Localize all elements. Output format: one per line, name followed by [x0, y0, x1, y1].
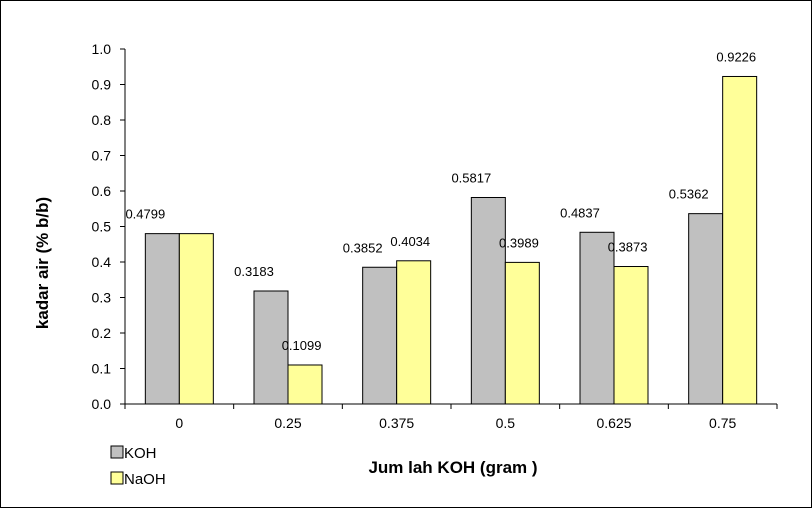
data-label: 0.5817	[451, 170, 491, 185]
y-ticks: 0.0 0.1 0.2 0.3 0.4 0.5 0.6 0.7 0.8 0.9 1.0	[92, 41, 125, 412]
axes-layer	[124, 49, 777, 405]
x-tick-label: 0.375	[379, 415, 414, 431]
y-tick-label: 0.3	[92, 290, 112, 306]
bar-koh	[579, 231, 615, 405]
legend-label-naoh: NaOH	[124, 471, 166, 488]
y-axis-title: kadar air (% b/b)	[33, 197, 52, 329]
data-label: 0.4837	[560, 205, 600, 220]
bar-naoh	[504, 261, 540, 405]
bar-naoh	[287, 364, 323, 405]
x-tick-label: 0.625	[596, 415, 631, 431]
y-tick-label: 0.6	[92, 183, 112, 199]
y-tick-label: 0.8	[92, 112, 112, 128]
bar-koh	[470, 196, 506, 405]
data-label: 0.3183	[234, 264, 274, 279]
x-tick-label: 0	[175, 415, 183, 431]
bar-naoh	[178, 233, 214, 405]
data-label: 0.5362	[669, 187, 709, 202]
legend-label-koh: KOH	[124, 445, 157, 462]
y-tick-label: 0.4	[92, 254, 112, 270]
bar-naoh	[722, 75, 758, 405]
x-ticks: 0 0.25 0.375 0.5 0.625 0.75	[124, 404, 778, 431]
data-label: 0.3873	[608, 240, 648, 255]
data-labels: 0.4799 0.3183 0.1099 0.3852 0.4034 0.5817 0.39…	[125, 49, 756, 353]
x-tick-label: 0.75	[709, 415, 736, 431]
x-tick-label: 0.25	[274, 415, 301, 431]
bar-koh	[144, 233, 180, 405]
x-tick-label: 0.5	[496, 415, 516, 431]
x-axis-title: Jum lah KOH (gram )	[368, 458, 537, 477]
y-tick-label: 0.7	[92, 148, 112, 164]
bar-koh	[688, 213, 724, 405]
legend-swatch-koh	[110, 445, 124, 459]
bars-layer	[144, 75, 758, 405]
data-label: 0.3852	[343, 240, 383, 255]
y-tick-label: 0.2	[92, 325, 112, 341]
data-label: 0.3989	[499, 235, 539, 250]
data-label: 0.9226	[716, 49, 756, 64]
bar-koh	[362, 266, 398, 405]
bar-naoh	[613, 266, 649, 405]
bar-naoh	[396, 260, 432, 405]
y-tick-label: 0.9	[92, 77, 112, 93]
y-tick-label: 0.5	[92, 219, 112, 235]
y-tick-label: 0.1	[92, 361, 112, 377]
data-label: 0.1099	[282, 338, 322, 353]
data-label: 0.4799	[125, 207, 165, 222]
legend-swatch-naoh	[110, 471, 124, 485]
y-tick-label: 0.0	[92, 396, 112, 412]
bar-koh	[253, 290, 289, 405]
data-label: 0.4034	[390, 234, 430, 249]
legend: KOH NaOH	[110, 445, 166, 488]
y-tick-label: 1.0	[92, 41, 112, 57]
